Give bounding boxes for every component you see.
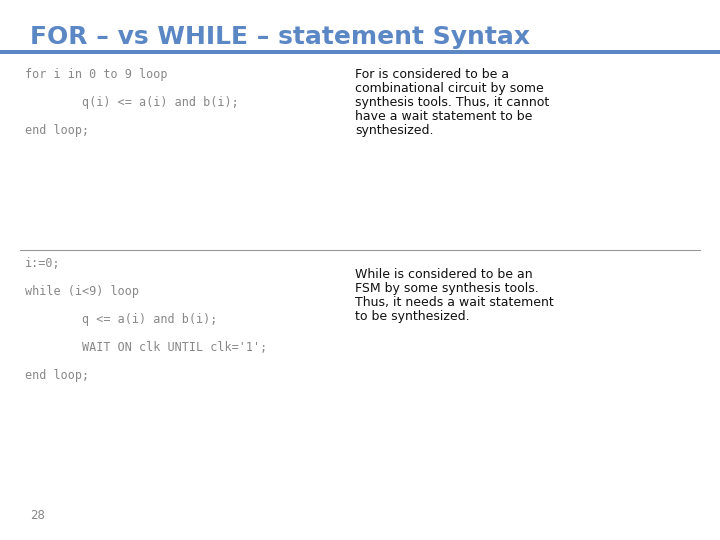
Text: end loop;: end loop;	[25, 369, 89, 382]
Text: end loop;: end loop;	[25, 124, 89, 137]
Text: WAIT ON clk UNTIL clk='1';: WAIT ON clk UNTIL clk='1';	[25, 341, 267, 354]
Text: q(i) <= a(i) and b(i);: q(i) <= a(i) and b(i);	[25, 96, 239, 109]
Text: combinational circuit by some: combinational circuit by some	[355, 82, 544, 95]
Text: i:=0;: i:=0;	[25, 257, 60, 270]
Text: For is considered to be a: For is considered to be a	[355, 68, 509, 81]
Text: have a wait statement to be: have a wait statement to be	[355, 110, 532, 123]
Text: synthesized.: synthesized.	[355, 124, 433, 137]
Text: FOR – vs WHILE – statement Syntax: FOR – vs WHILE – statement Syntax	[30, 25, 530, 49]
Text: while (i<9) loop: while (i<9) loop	[25, 285, 139, 298]
Text: q <= a(i) and b(i);: q <= a(i) and b(i);	[25, 313, 217, 326]
Bar	[0, 50, 720, 54]
Text: While is considered to be an: While is considered to be an	[355, 268, 533, 281]
Text: Thus, it needs a wait statement: Thus, it needs a wait statement	[355, 296, 554, 309]
Text: for i in 0 to 9 loop: for i in 0 to 9 loop	[25, 68, 168, 81]
Text: 28: 28	[30, 509, 45, 522]
Text: synthesis tools. Thus, it cannot: synthesis tools. Thus, it cannot	[355, 96, 549, 109]
Text: FSM by some synthesis tools.: FSM by some synthesis tools.	[355, 282, 539, 295]
Text: to be synthesized.: to be synthesized.	[355, 310, 469, 323]
